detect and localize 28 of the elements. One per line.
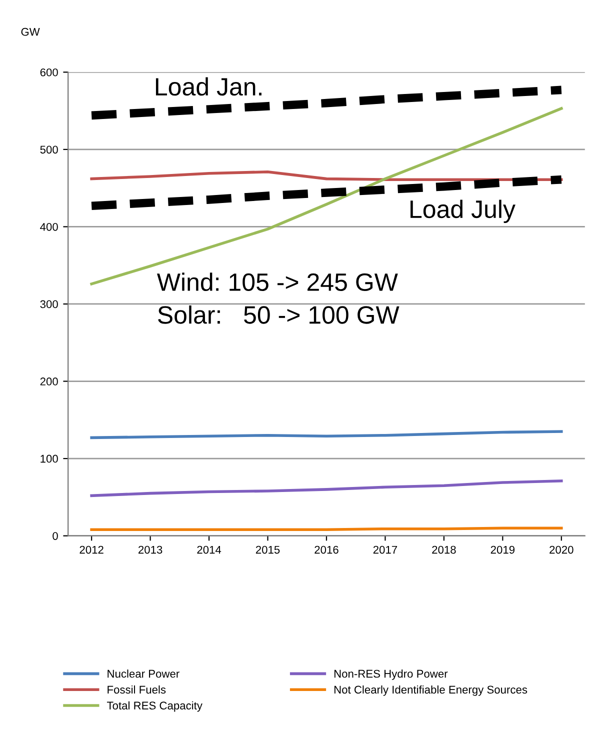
legend-label: Total RES Capacity: [106, 701, 202, 712]
y-tick-label: 100: [40, 454, 58, 463]
y-tick-label: 400: [40, 222, 58, 231]
x-tick-label: 2020: [550, 546, 574, 554]
x-tick-label: 2015: [256, 546, 280, 554]
annotation: Load July: [410, 200, 516, 224]
y-tick-label: 600: [40, 68, 58, 76]
line-series: [90, 480, 563, 498]
y-tick-label: 0: [52, 532, 58, 540]
annotation: Wind: 105 -> 245 GW: [156, 272, 398, 292]
y-tick-label: 200: [40, 378, 58, 386]
x-tick-label: 2012: [80, 546, 104, 554]
y-tick-label: 500: [40, 146, 58, 154]
legend-label: Non-RES Hydro Power: [334, 670, 448, 680]
x-tick-label: 2013: [138, 546, 162, 554]
line-series: [90, 430, 563, 440]
legend-label: Nuclear Power: [108, 670, 180, 678]
legend-label: Fossil Fuels: [108, 685, 166, 694]
annotation: Solar: 50 -> 100 GW: [158, 305, 400, 324]
annotation: Load Jan.: [156, 77, 262, 96]
x-tick-label: 2017: [373, 546, 398, 554]
x-tick-label: 2016: [314, 546, 338, 554]
y-axis-title: GW: [21, 28, 40, 36]
x-tick-label: 2019: [490, 546, 515, 554]
legend-label: Not Clearly Identifiable Energy Sources: [334, 685, 528, 696]
x-tick-label: 2018: [432, 546, 456, 554]
x-tick-label: 2014: [197, 546, 222, 554]
y-tick-label: 300: [40, 300, 58, 308]
